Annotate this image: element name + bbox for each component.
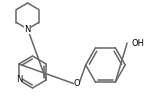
- Text: N: N: [16, 76, 22, 85]
- Text: OH: OH: [131, 39, 144, 48]
- Text: O: O: [74, 80, 80, 88]
- Text: N: N: [24, 25, 31, 33]
